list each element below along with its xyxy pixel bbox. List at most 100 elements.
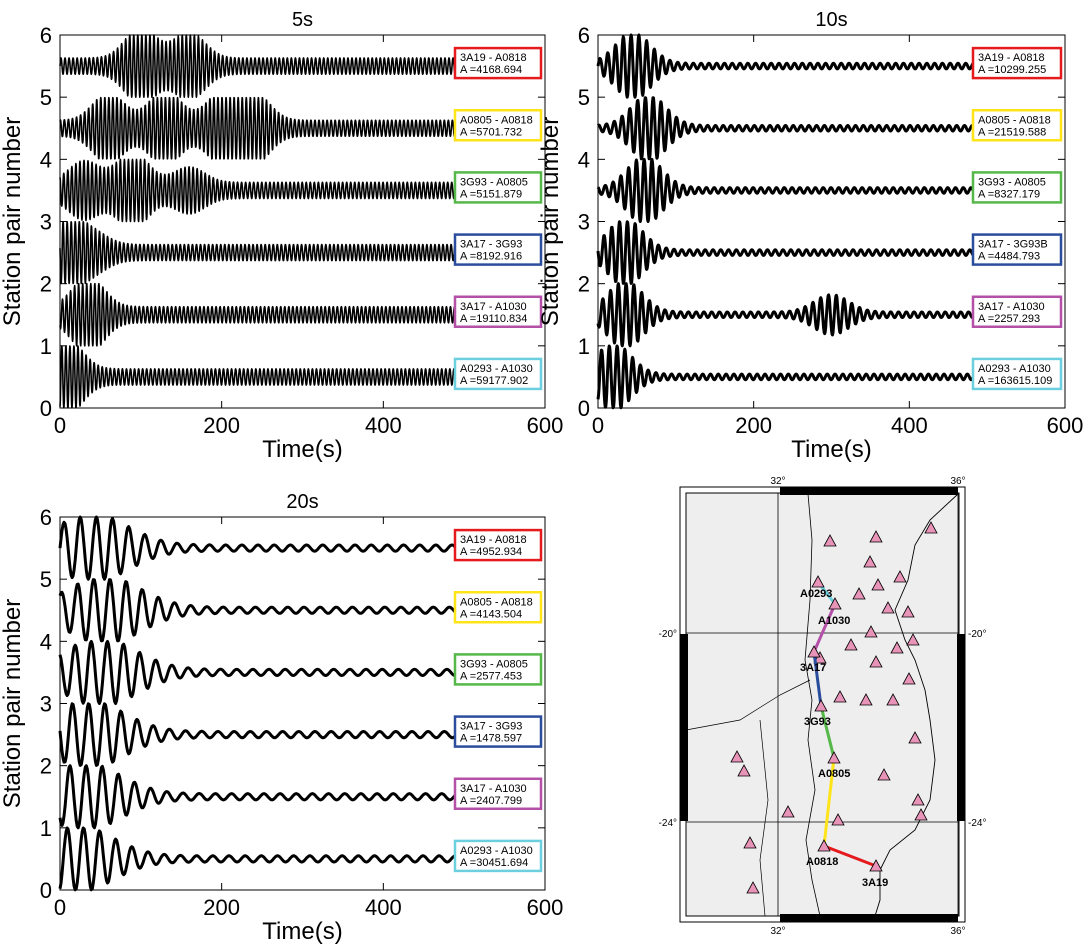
- legend-pair-label: 3G93 - A0805: [460, 176, 528, 188]
- legend-amplitude: A =5151.879: [460, 188, 522, 200]
- longitude-label: 32°: [770, 926, 785, 937]
- latitude-label: -20°: [659, 629, 677, 640]
- waveform-series: [596, 220, 989, 285]
- panel-title: 20s: [286, 491, 318, 513]
- legend-amplitude: A =21519.588: [978, 126, 1046, 138]
- legend-frame: [971, 233, 1063, 266]
- waveform-series: [58, 702, 466, 767]
- legend-pair-label: 3A17 - A1030: [460, 301, 527, 313]
- station-label: A0293: [800, 588, 832, 600]
- station-marker: [852, 587, 866, 600]
- y-tick-label: 2: [40, 754, 52, 779]
- legend-amplitude: A =5701.732: [460, 126, 522, 138]
- y-tick-label: 3: [40, 692, 52, 717]
- station-label: 3A17: [800, 662, 826, 674]
- station-label: 3G93: [804, 716, 831, 728]
- legend-amplitude: A =4168.694: [460, 64, 522, 76]
- station-map: 32° 32° 36° 36° -20° -20° -24° -24° A0293 A1030 3A…: [659, 476, 987, 937]
- legend-frame: [453, 171, 543, 204]
- station-marker: [924, 521, 938, 534]
- x-tick-label: 200: [735, 413, 772, 438]
- legend-amplitude: A =2577.453: [460, 670, 522, 682]
- station-marker: [811, 575, 825, 588]
- legend-amplitude: A =30451.694: [460, 857, 528, 869]
- legend-frame: [453, 46, 543, 80]
- latitude-label: -24°: [968, 818, 986, 829]
- y-tick-label: 3: [40, 210, 52, 235]
- x-tick-label: 0: [54, 895, 66, 920]
- legend-frame: [453, 591, 543, 624]
- y-tick-label: 4: [578, 147, 590, 172]
- station-pair-path: [812, 651, 823, 707]
- legend-frame: [971, 171, 1063, 204]
- plot-frame: [597, 34, 1066, 409]
- station-marker: [833, 690, 847, 703]
- waveform-series: [59, 158, 465, 223]
- legend-amplitude: A =1478.597: [460, 733, 522, 745]
- legend-frame: [971, 295, 1063, 328]
- station-marker: [881, 601, 895, 614]
- y-tick-label: 6: [40, 23, 52, 48]
- waveform-series: [596, 344, 989, 410]
- border-line: [804, 493, 821, 917]
- station-marker: [746, 881, 760, 894]
- x-tick-label: 200: [203, 895, 240, 920]
- station-marker: [863, 555, 877, 568]
- legend-pair-label: 3A19 - A0818: [978, 52, 1045, 64]
- legend-pair-label: 3A17 - A1030: [460, 783, 527, 795]
- longitude-label: 36°: [950, 926, 965, 937]
- coastline: [874, 493, 959, 917]
- x-tick-label: 0: [592, 413, 604, 438]
- station-label: A0818: [806, 856, 838, 868]
- longitude-label: 32°: [770, 476, 785, 487]
- legend-frame: [453, 528, 543, 562]
- x-axis-label: Time(s): [791, 436, 871, 463]
- legend-pair-label: 3A17 - 3G93: [460, 239, 522, 251]
- plot-frame: [59, 516, 546, 891]
- waveform-series: [596, 282, 989, 348]
- station-marker: [823, 534, 837, 547]
- border-line: [759, 719, 769, 917]
- y-tick-label: 3: [578, 210, 590, 235]
- frame-bar-left: [680, 634, 688, 821]
- legend-amplitude: A =4143.504: [460, 608, 522, 620]
- frame-bar-right: [957, 634, 965, 821]
- x-tick-label: 200: [203, 413, 240, 438]
- legend-amplitude: A =8192.916: [460, 251, 522, 263]
- y-tick-label: 6: [40, 505, 52, 530]
- station-marker: [871, 578, 885, 591]
- frame-bar-bottom: [780, 914, 958, 922]
- legend-amplitude: A =59177.902: [460, 375, 528, 387]
- x-tick-label: 600: [527, 413, 564, 438]
- station-marker: [737, 764, 751, 777]
- legend-frame: [971, 109, 1063, 142]
- station-marker: [817, 839, 831, 852]
- y-tick-label: 4: [40, 147, 52, 172]
- legend-frame: [453, 357, 543, 391]
- legend-pair-label: 3A17 - 3G93: [460, 721, 522, 733]
- panel-5s: 5s 0 200 400 600 0 1 2 3 4 5 6 Time(s) Station pair n…: [0, 9, 563, 463]
- station-marker: [813, 651, 827, 664]
- station-marker: [869, 530, 883, 543]
- y-tick-label: 6: [578, 23, 590, 48]
- station-marker: [864, 625, 878, 638]
- station-label: A1030: [818, 615, 850, 627]
- legend-pair-label: A0293 - A1030: [460, 845, 533, 857]
- border-line: [685, 679, 811, 731]
- x-tick-label: 400: [365, 413, 402, 438]
- waveform-series: [596, 33, 989, 99]
- waveform-series: [58, 826, 465, 892]
- legend-amplitude: A =8327.179: [978, 188, 1040, 200]
- legend-amplitude: A =4952.934: [460, 546, 522, 558]
- legend-pair-label: 3A17 - A1030: [978, 301, 1045, 313]
